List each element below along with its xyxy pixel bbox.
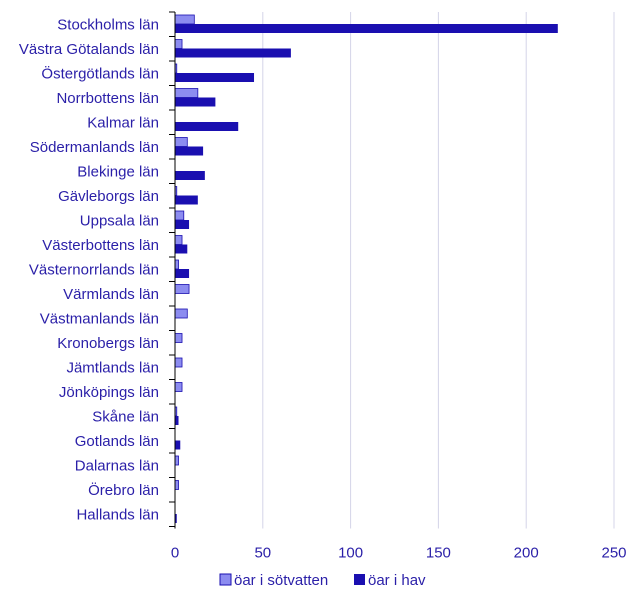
x-tick-label: 250 (601, 545, 626, 562)
bar-sea (175, 122, 239, 131)
category-label: Stockholms län (57, 16, 159, 33)
bar-sea (175, 73, 255, 82)
category-label: Östergötlands län (41, 64, 159, 82)
category-label: Jämtlands län (66, 359, 159, 376)
bar-sea (175, 171, 205, 180)
legend-label-sea: öar i hav (368, 572, 426, 589)
bar-freshwater (174, 382, 183, 392)
y-axis (169, 11, 176, 529)
category-label: Dalarnas län (75, 457, 159, 474)
bar-sea (175, 220, 190, 229)
category-label: Uppsala län (80, 212, 159, 229)
bar-freshwater (174, 88, 199, 98)
bar-sea (175, 244, 188, 254)
x-tick-label: 50 (254, 545, 271, 562)
legend-swatch-sea (354, 574, 365, 585)
legend: öar i sötvatten öar i hav (219, 572, 426, 589)
bar-freshwater (174, 210, 185, 221)
legend-swatch-freshwater (219, 573, 232, 586)
bar-sea (175, 24, 558, 33)
category-label: Örebro län (88, 481, 159, 499)
bar-freshwater (174, 455, 179, 466)
bar-freshwater (174, 39, 183, 49)
bar-freshwater (174, 14, 195, 25)
bar-sea (175, 416, 179, 425)
category-label: Västernorrlands län (29, 261, 159, 278)
bar-sea (175, 48, 291, 58)
category-label: Kalmar län (87, 114, 159, 131)
bar-sea (175, 97, 216, 107)
bar-sea (175, 514, 177, 523)
category-label: Skåne län (92, 408, 159, 425)
bar-sea (175, 195, 198, 205)
bars (174, 14, 558, 523)
category-label: Jönköpings län (59, 384, 159, 401)
bar-freshwater (174, 480, 179, 490)
bar-sea (175, 269, 190, 278)
bar-freshwater (174, 333, 183, 343)
category-label: Västmanlands län (40, 310, 159, 327)
category-label: Blekinge län (77, 163, 159, 180)
x-tick-labels: 0 50 100 150 200 250 (171, 545, 627, 562)
category-label: Hallands län (76, 506, 159, 523)
bar-freshwater (174, 235, 183, 245)
category-label: Kronobergs län (57, 335, 159, 352)
x-tick-label: 0 (171, 545, 179, 562)
category-label: Norrbottens län (56, 90, 159, 107)
legend-label-freshwater: öar i sötvatten (234, 572, 328, 589)
x-tick-label: 150 (426, 545, 451, 562)
bar-freshwater (174, 259, 179, 270)
x-tick-label: 100 (338, 545, 363, 562)
bar-sea (175, 146, 204, 156)
bar-freshwater (174, 284, 190, 294)
category-label: Gotlands län (75, 433, 159, 450)
category-label: Södermanlands län (30, 139, 159, 156)
x-tick-label: 200 (514, 545, 539, 562)
bar-freshwater (174, 308, 188, 319)
category-label: Västra Götalands län (19, 41, 159, 58)
category-labels: Stockholms län Västra Götalands län Österg… (19, 16, 159, 523)
category-label: Värmlands län (63, 286, 159, 303)
gridlines (262, 12, 615, 529)
category-label: Gävleborgs län (58, 188, 159, 205)
category-label: Västerbottens län (42, 237, 159, 254)
bar-freshwater (174, 357, 183, 368)
bar-freshwater (174, 137, 188, 147)
bar-sea (175, 440, 181, 450)
